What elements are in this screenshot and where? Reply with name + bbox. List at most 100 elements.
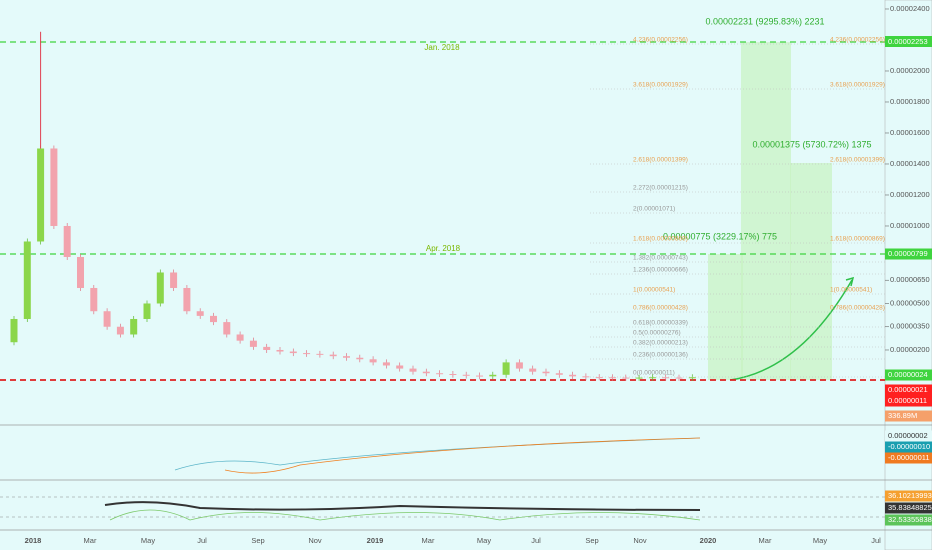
- candle: [37, 148, 45, 242]
- candle: [489, 374, 497, 377]
- price-box-label: 0.00002253: [888, 37, 928, 46]
- candle: [688, 377, 696, 379]
- candle: [90, 287, 98, 312]
- fib-label: 0.786(0.00000428): [830, 305, 885, 312]
- indicator-box: [885, 514, 932, 526]
- fib-label: 0.5(0.00000276): [633, 330, 681, 337]
- price-box-label: 0.00000021: [888, 385, 928, 394]
- arrow-head: [845, 276, 855, 287]
- candle: [223, 322, 231, 335]
- fib-label: 3.618(0.00001929): [830, 82, 885, 89]
- fib-label: 0(0.00000011): [633, 370, 675, 377]
- candle: [622, 377, 630, 379]
- indicator-line: [109, 509, 701, 521]
- candle: [542, 371, 550, 374]
- candle: [502, 362, 510, 375]
- fib-label: 2.272(0.00001215): [633, 185, 688, 192]
- x-tick-label: Nov: [308, 536, 322, 545]
- candle: [436, 373, 444, 375]
- fib-label: 4.236(0.00002256): [830, 37, 885, 44]
- fib-label: 0.618(0.00000339): [633, 320, 688, 327]
- fib-label: 4.236(0.00002256): [633, 37, 688, 44]
- candle: [263, 346, 271, 350]
- projection-area: [708, 254, 743, 380]
- candle: [449, 374, 457, 376]
- price-box: [885, 410, 932, 422]
- fib-label: 0.236(0.00000136): [633, 352, 688, 359]
- candle: [196, 311, 204, 316]
- candle: [289, 351, 297, 354]
- x-tick-label: 2020: [700, 536, 717, 545]
- x-tick-label: May: [813, 536, 827, 545]
- y-tick-label: 0.00000500: [890, 298, 930, 307]
- fib-label: 0.382(0.00000213): [633, 340, 688, 347]
- candle: [116, 326, 124, 335]
- indicator-box: [885, 430, 932, 442]
- y-tick-label: 0.00000350: [890, 322, 930, 331]
- candle: [476, 375, 483, 377]
- fib-label: 2(0.00001071): [633, 206, 675, 213]
- x-tick-label: Mar: [84, 536, 97, 545]
- candle: [249, 340, 257, 347]
- price-box: [885, 384, 932, 396]
- projection-area: [741, 42, 791, 380]
- candle: [50, 148, 58, 226]
- price-box: [885, 395, 932, 407]
- y-tick-label: 0.00001200: [890, 190, 930, 199]
- price-box: [885, 36, 932, 47]
- candle: [316, 353, 324, 355]
- candle: [10, 318, 18, 343]
- price-box: [885, 248, 932, 260]
- indicator-box-label: -0.00000010: [888, 442, 930, 451]
- indicator-box-label: 32.53355838: [888, 515, 932, 524]
- measure-label: 0.00001375 (5730.72%) 1375: [752, 139, 871, 149]
- price-box: [885, 369, 932, 381]
- level-annotation: Apr. 2018: [426, 244, 461, 253]
- price-box-label: 336.89M: [888, 411, 917, 420]
- indicator-box-label: -0.00000011: [888, 453, 930, 462]
- indicator-box-label: 35.83848825: [888, 503, 932, 512]
- candle: [555, 373, 563, 375]
- candle: [183, 287, 191, 312]
- y-tick-label: 0.00001600: [890, 128, 930, 137]
- y-tick-label: 0.00001400: [890, 159, 930, 168]
- candle: [609, 377, 616, 379]
- y-tick-label: 0.00001000: [890, 221, 930, 230]
- candle: [210, 315, 217, 323]
- candle: [143, 303, 151, 319]
- fib-label: 1(0.00000541): [830, 287, 872, 294]
- fib-label: 1(0.00000541): [633, 287, 675, 294]
- candle: [582, 376, 590, 378]
- candle: [23, 241, 31, 319]
- candle: [662, 377, 670, 379]
- fib-label: 1.382(0.00000743): [633, 255, 688, 262]
- fib-label: 1.618(0.00000869): [633, 236, 688, 243]
- projection-area: [790, 163, 832, 380]
- candle: [648, 377, 656, 379]
- candle: [422, 371, 430, 374]
- candle: [77, 256, 84, 288]
- candle: [595, 377, 603, 379]
- candle: [303, 353, 311, 355]
- projection-arrow: [729, 279, 853, 381]
- fib-label: 3.618(0.00001929): [633, 82, 688, 89]
- price-box-label: 0.00000024: [888, 370, 928, 379]
- candle: [63, 225, 71, 257]
- indicator-box-label: 36.10213993: [888, 491, 932, 500]
- indicator-line: [104, 501, 701, 511]
- x-tick-label: 2018: [25, 536, 42, 545]
- candle: [276, 349, 284, 352]
- candle: [156, 272, 164, 304]
- fib-label: 2.618(0.00001399): [633, 157, 688, 164]
- candle: [130, 318, 138, 335]
- indicator-box-label: 0.00000002: [888, 431, 928, 440]
- x-tick-label: Mar: [759, 536, 772, 545]
- price-box-label: 0.00000799: [888, 249, 928, 258]
- x-tick-label: Jul: [197, 536, 207, 545]
- candle: [236, 334, 244, 341]
- indicator-box: [885, 452, 932, 464]
- price-box-label: 0.00000011: [888, 396, 927, 405]
- indicator-box: [885, 441, 932, 453]
- candle: [382, 362, 390, 366]
